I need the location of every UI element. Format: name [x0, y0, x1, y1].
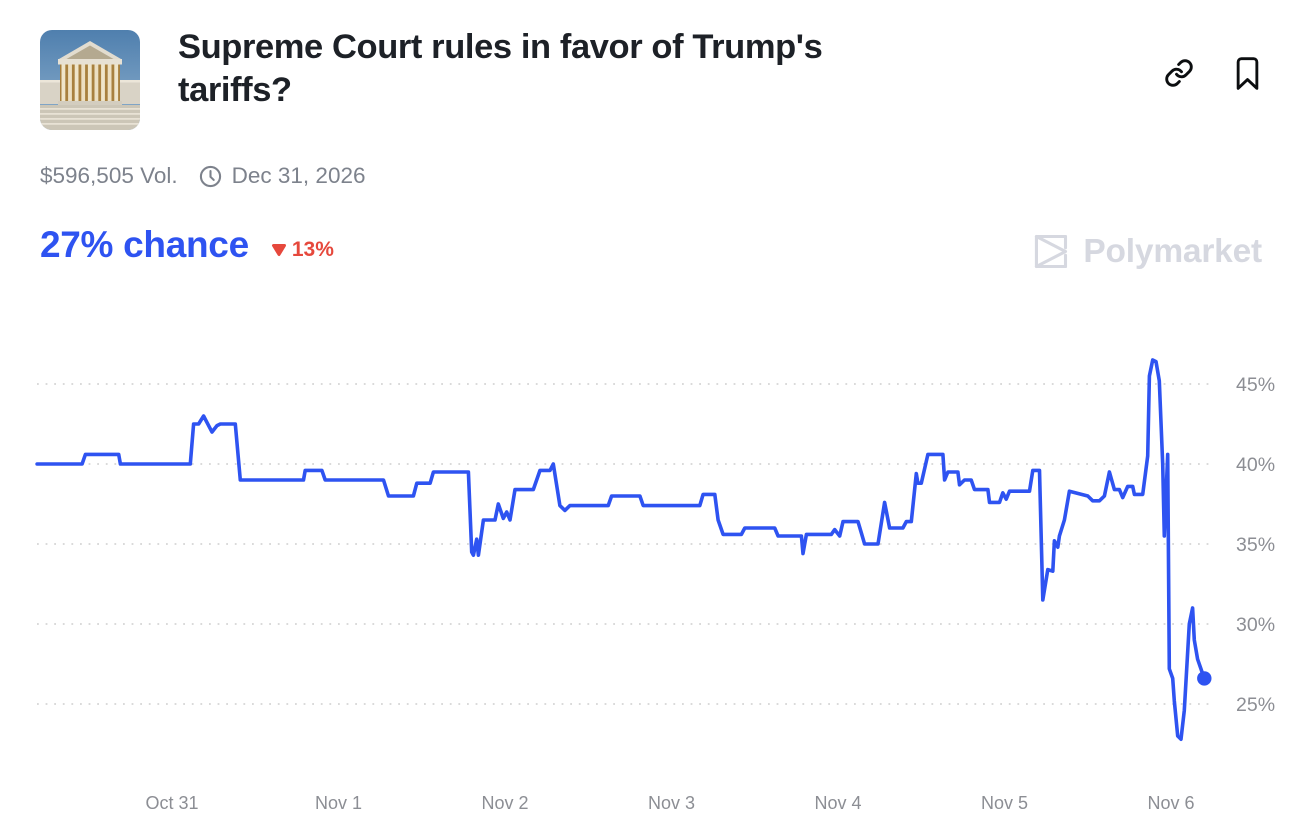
x-axis-label: Nov 1 — [315, 793, 362, 813]
polymarket-watermark: Polymarket — [1028, 229, 1262, 274]
chance-delta: 13% — [271, 238, 334, 262]
x-axis-label: Oct 31 — [145, 793, 198, 813]
bookmark-icon — [1236, 56, 1258, 90]
y-axis-label: 45% — [1236, 374, 1275, 396]
copy-link-button[interactable] — [1162, 56, 1196, 90]
end-date-label: Dec 31, 2026 — [231, 163, 366, 188]
clock-icon — [198, 164, 223, 189]
polymarket-wordmark: Polymarket — [1083, 232, 1262, 270]
chance-value: 27% chance — [40, 224, 249, 265]
current-price-dot — [1197, 671, 1212, 686]
link-icon — [1165, 59, 1193, 87]
volume-label: $596,505 Vol. — [40, 163, 178, 188]
market-thumbnail-supreme-court — [40, 30, 140, 130]
price-chart-canvas: 45% 40% 35% 30% 25% Oct 31 Nov 1 Nov 2 Nov 3 Nov … — [35, 358, 1275, 813]
polymarket-logo-icon — [1035, 234, 1068, 269]
market-meta: $596,505 Vol. Dec 31, 2026 — [40, 163, 366, 189]
market-title: Supreme Court rules in favor of Trump's … — [178, 28, 823, 109]
y-axis-label: 30% — [1236, 614, 1275, 636]
header-actions — [1162, 56, 1264, 90]
x-axis-label: Nov 2 — [481, 793, 528, 813]
chance-row: 27% chance 13% — [40, 224, 334, 266]
price-history-chart: 45% 40% 35% 30% 25% Oct 31 Nov 1 Nov 2 Nov 3 Nov … — [0, 333, 1302, 833]
chance-delta-value: 13% — [291, 238, 334, 261]
x-axis-label: Nov 5 — [981, 793, 1028, 813]
x-axis-label: Nov 4 — [814, 793, 861, 813]
x-axis-label: Nov 3 — [648, 793, 695, 813]
supreme-court-illustration — [40, 30, 140, 130]
price-line-series — [35, 358, 1207, 742]
bookmark-button[interactable] — [1230, 56, 1264, 90]
arrow-down-icon — [271, 244, 286, 256]
y-axis-label: 25% — [1236, 694, 1275, 716]
y-axis-label: 35% — [1236, 534, 1275, 556]
y-axis-label: 40% — [1236, 454, 1275, 476]
x-axis-label: Nov 6 — [1147, 793, 1194, 813]
